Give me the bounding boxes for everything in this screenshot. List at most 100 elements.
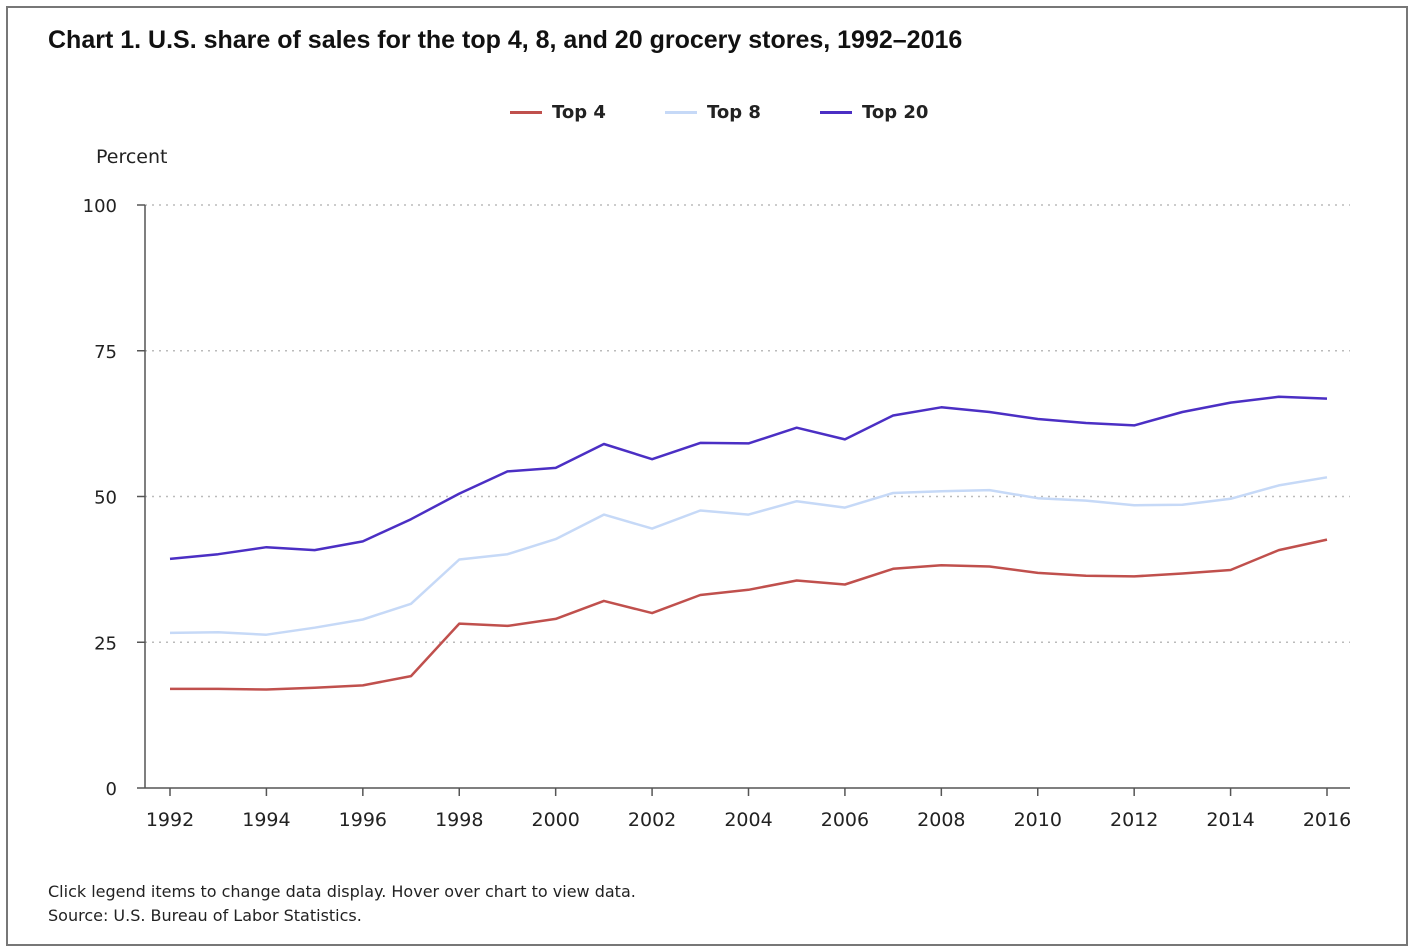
data-point-top-4-1998	[456, 621, 462, 627]
chart-frame	[6, 6, 1408, 946]
data-point-top-20-2004	[746, 440, 752, 446]
x-tick-label-2002: 2002	[628, 809, 676, 831]
legend-label-top-4: Top 4	[552, 102, 606, 123]
y-tick-label-75: 75	[94, 342, 117, 363]
data-point-top-8-1994	[263, 632, 269, 638]
data-point-top-20-1993	[215, 551, 221, 557]
data-point-top-4-2003	[697, 592, 703, 598]
legend-item-top-20[interactable]: Top 20	[820, 102, 928, 123]
data-point-top-4-2001	[601, 598, 607, 604]
chart-title: Chart 1. U.S. share of sales for the top…	[48, 26, 963, 54]
data-point-top-8-2003	[697, 507, 703, 513]
legend-swatch-top-8	[665, 111, 697, 114]
legend-label-top-20: Top 20	[862, 102, 929, 123]
data-point-top-20-2015	[1276, 394, 1282, 400]
x-tick-label-2010: 2010	[1014, 809, 1062, 831]
y-tick-label-50: 50	[94, 488, 117, 509]
data-point-top-4-2002	[649, 610, 655, 616]
x-tick-label-2014: 2014	[1206, 809, 1254, 831]
data-point-top-4-2016	[1324, 537, 1330, 543]
y-tick-label-0: 0	[106, 779, 117, 800]
data-point-top-4-1994	[263, 686, 269, 692]
data-point-top-8-2009	[987, 487, 993, 493]
data-point-top-8-1997	[408, 601, 414, 607]
data-point-top-4-1992	[167, 686, 173, 692]
data-point-top-20-2006	[842, 436, 848, 442]
data-point-top-20-2001	[601, 441, 607, 447]
data-point-top-4-1996	[360, 682, 366, 688]
data-point-top-4-2012	[1131, 573, 1137, 579]
data-point-top-8-1996	[360, 617, 366, 623]
data-point-top-8-2013	[1179, 502, 1185, 508]
data-point-top-20-2013	[1179, 409, 1185, 415]
x-tick-label-1996: 1996	[339, 809, 387, 831]
data-point-top-4-2011	[1083, 573, 1089, 579]
y-axis-label: Percent	[96, 146, 168, 168]
y-tick-label-25: 25	[94, 633, 117, 654]
data-point-top-4-2006	[842, 582, 848, 588]
x-tick-label-1992: 1992	[146, 809, 194, 831]
data-point-top-20-2000	[553, 465, 559, 471]
data-point-top-8-1999	[504, 551, 510, 557]
data-point-top-4-2015	[1276, 547, 1282, 553]
data-point-top-8-1998	[456, 556, 462, 562]
data-point-top-8-2002	[649, 526, 655, 532]
data-point-top-8-2010	[1035, 495, 1041, 501]
data-point-top-4-1999	[504, 623, 510, 629]
data-point-top-4-1997	[408, 673, 414, 679]
data-point-top-8-2005	[794, 498, 800, 504]
data-point-top-20-2005	[794, 425, 800, 431]
legend-label-top-8: Top 8	[707, 102, 761, 123]
x-tick-label-2004: 2004	[724, 809, 772, 831]
data-point-top-8-2014	[1228, 496, 1234, 502]
data-point-top-8-1992	[167, 630, 173, 636]
x-tick-label-2000: 2000	[531, 809, 579, 831]
data-point-top-8-2001	[601, 512, 607, 518]
series-line-top-20	[169, 395, 1328, 561]
x-tick-label-2012: 2012	[1110, 809, 1158, 831]
footnote-instructions: Click legend items to change data displa…	[48, 882, 636, 901]
legend-swatch-top-4	[510, 111, 542, 114]
data-point-top-20-1998	[456, 491, 462, 497]
data-point-top-20-2009	[987, 409, 993, 415]
y-tick-label-100: 100	[83, 196, 117, 217]
footnote-source: Source: U.S. Bureau of Labor Statistics.	[48, 906, 362, 925]
data-point-top-8-2000	[553, 536, 559, 542]
x-tick-label-2006: 2006	[821, 809, 869, 831]
data-point-top-4-2014	[1228, 567, 1234, 573]
series-line-top-8	[169, 476, 1328, 636]
data-point-top-20-2014	[1228, 400, 1234, 406]
data-point-top-20-2016	[1324, 396, 1330, 402]
data-point-top-20-1995	[312, 547, 318, 553]
data-point-top-20-1994	[263, 544, 269, 550]
data-point-top-8-1993	[215, 629, 221, 635]
legend-item-top-8[interactable]: Top 8	[665, 102, 761, 123]
data-point-top-8-2008	[938, 488, 944, 494]
data-point-top-20-2012	[1131, 422, 1137, 428]
data-point-top-4-2004	[746, 587, 752, 593]
x-tick-label-1998: 1998	[435, 809, 483, 831]
data-point-top-20-2010	[1035, 416, 1041, 422]
data-point-top-8-2011	[1083, 498, 1089, 504]
data-point-top-4-2000	[553, 616, 559, 622]
data-point-top-20-1992	[167, 556, 173, 562]
legend-swatch-top-20	[820, 111, 852, 114]
data-point-top-4-2007	[890, 566, 896, 572]
data-point-top-4-2013	[1179, 570, 1185, 576]
data-point-top-8-2012	[1131, 502, 1137, 508]
data-point-top-4-2009	[987, 563, 993, 569]
data-point-top-4-1993	[215, 686, 221, 692]
data-point-top-8-2007	[890, 490, 896, 496]
data-point-top-20-1999	[504, 468, 510, 474]
data-point-top-4-1995	[312, 685, 318, 691]
data-point-top-20-1996	[360, 538, 366, 544]
data-point-top-20-1997	[408, 516, 414, 522]
data-point-top-20-2007	[890, 412, 896, 418]
data-point-top-8-2006	[842, 505, 848, 511]
data-point-top-8-2004	[746, 512, 752, 518]
data-point-top-8-2015	[1276, 482, 1282, 488]
data-point-top-8-1995	[312, 625, 318, 631]
data-point-top-20-2011	[1083, 420, 1089, 426]
legend-item-top-4[interactable]: Top 4	[510, 102, 606, 123]
